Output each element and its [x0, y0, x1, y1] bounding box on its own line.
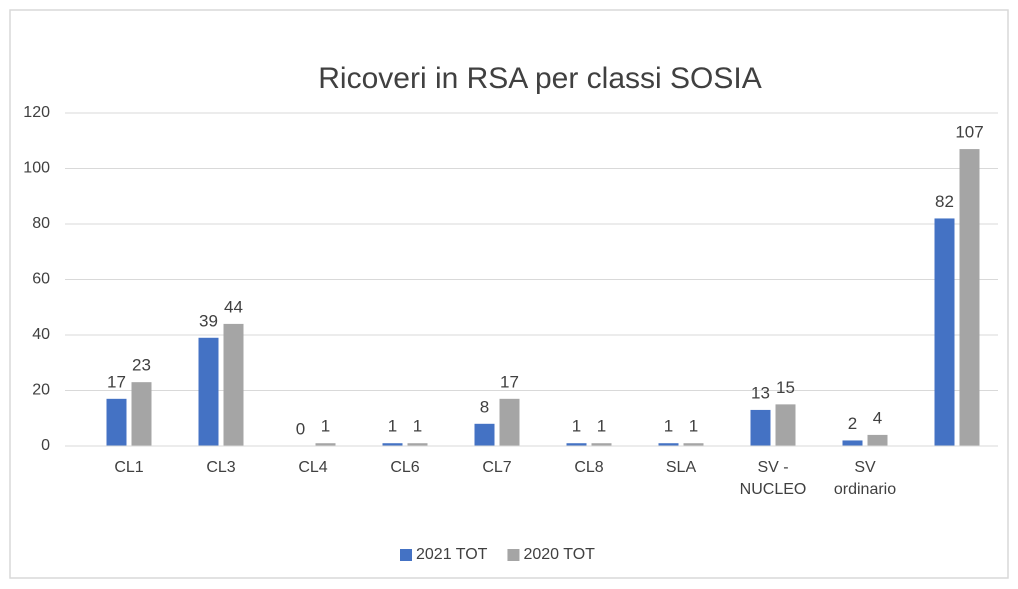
y-tick-label: 80	[32, 215, 50, 232]
bar	[474, 423, 495, 446]
data-label: 1	[664, 417, 673, 436]
y-tick-label: 0	[41, 437, 50, 454]
data-label: 15	[776, 378, 795, 397]
data-label: 17	[500, 372, 519, 391]
data-label: 8	[480, 397, 489, 416]
bar	[407, 443, 428, 446]
data-label: 0	[296, 419, 305, 438]
x-tick-label: CL6	[390, 459, 420, 476]
bar	[934, 218, 955, 446]
data-label: 1	[572, 417, 581, 436]
data-label: 1	[689, 417, 698, 436]
legend-swatch	[507, 549, 520, 561]
x-tick-label: CL1	[114, 459, 144, 476]
bar	[959, 149, 980, 446]
bar	[683, 443, 704, 446]
bar	[198, 337, 219, 446]
data-label: 23	[132, 356, 151, 375]
bar	[591, 443, 612, 446]
bar	[750, 409, 771, 446]
data-label: 13	[751, 383, 770, 402]
legend-swatch	[400, 549, 412, 561]
data-label: 82	[935, 192, 954, 211]
chart-title: Ricoveri in RSA per classi SOSIA	[318, 62, 761, 95]
legend-label: 2020 TOT	[523, 546, 595, 563]
bar	[775, 404, 796, 446]
bar	[842, 440, 863, 446]
x-tick-label: CL8	[574, 459, 604, 476]
bar	[315, 443, 336, 446]
y-tick-label: 100	[23, 160, 50, 177]
y-tick-label: 40	[32, 326, 50, 343]
bar	[223, 323, 244, 446]
data-label: 1	[388, 417, 397, 436]
y-tick-label: 20	[32, 382, 50, 399]
bar	[658, 443, 679, 446]
y-tick-label: 60	[32, 271, 50, 288]
bar	[106, 398, 127, 446]
x-tick-label: SLA	[665, 459, 697, 476]
bar	[499, 398, 520, 446]
data-label: 2	[848, 414, 857, 433]
data-label: 17	[107, 372, 126, 391]
bar	[566, 443, 587, 446]
bar	[131, 382, 152, 446]
x-tick-label: CL4	[298, 459, 328, 476]
data-label: 4	[873, 408, 882, 427]
y-tick-label: 120	[23, 104, 50, 121]
bar	[867, 434, 888, 446]
x-tick-label: CL7	[482, 459, 512, 476]
data-label: 39	[199, 311, 218, 330]
data-label: 1	[597, 417, 606, 436]
data-label: 1	[321, 417, 330, 436]
chart-frame	[9, 9, 1009, 579]
x-tick-label: SV ordinario	[833, 459, 897, 498]
data-label: 107	[955, 123, 983, 142]
data-label: 1	[413, 417, 422, 436]
x-tick-label: CL3	[206, 459, 236, 476]
bar	[382, 443, 403, 446]
legend-label: 2021 TOT	[416, 546, 488, 563]
x-tick-label: SV - NUCLEO	[739, 459, 807, 498]
data-label: 44	[224, 297, 243, 316]
